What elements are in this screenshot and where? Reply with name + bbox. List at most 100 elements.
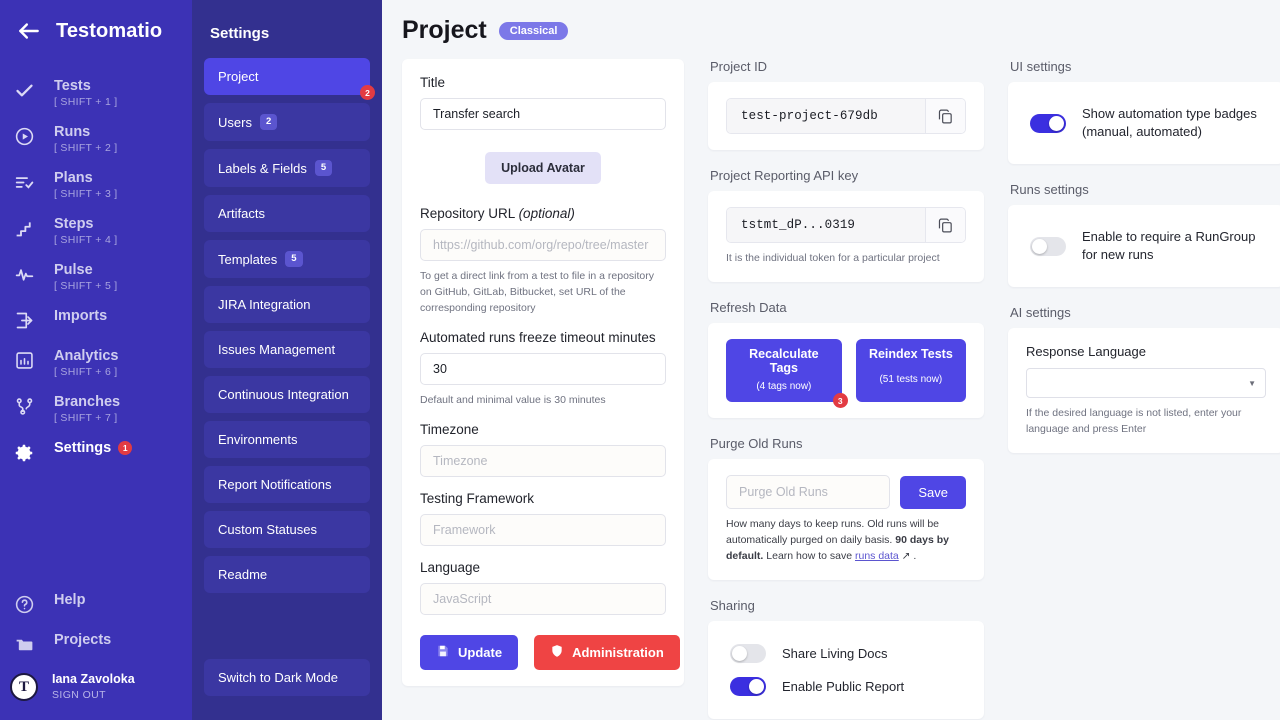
share-living-docs-label: Share Living Docs — [782, 645, 888, 661]
repository-url-label-text: Repository URL — [420, 206, 515, 221]
language-group: Language JavaScript — [420, 560, 666, 615]
folder-icon — [10, 631, 38, 655]
project-type-chip: Classical — [498, 21, 569, 40]
save-button[interactable]: Save — [900, 475, 966, 509]
api-key-hint: It is the individual token for a particu… — [726, 252, 940, 264]
settings-item-project[interactable]: Project 2 — [204, 58, 375, 100]
status-badge: 1 — [118, 441, 133, 455]
sign-out-link[interactable]: SIGN OUT — [52, 689, 106, 701]
settings-item-custom-statuses[interactable]: Custom Statuses — [204, 511, 370, 548]
ai-settings-card: Response Language ▼ If the desired langu… — [1008, 328, 1280, 453]
copy-icon[interactable] — [925, 99, 965, 133]
copy-icon[interactable] — [925, 208, 965, 242]
purge-hint-a: How many days to keep runs. Old runs wil… — [726, 518, 940, 546]
purge-hint-bold: 90 days by default. — [726, 534, 949, 562]
spacer — [204, 601, 370, 659]
share-living-docs-row[interactable]: Share Living Docs — [726, 637, 966, 670]
sidebar-item-imports[interactable]: Imports — [0, 300, 192, 340]
settings-item-users[interactable]: Users 2 — [204, 103, 370, 141]
rungroup-required-row[interactable]: Enable to require a RunGroup for new run… — [1026, 221, 1266, 271]
settings-item-environments[interactable]: Environments — [204, 421, 370, 458]
upload-avatar-button[interactable]: Upload Avatar — [485, 152, 601, 184]
sidebar-item-pulse[interactable]: Pulse [ SHIFT + 5 ] — [0, 254, 192, 300]
back-arrow-icon[interactable] — [16, 18, 42, 44]
settings-item-issues-management[interactable]: Issues Management — [204, 331, 370, 368]
runs-data-link[interactable]: runs data — [854, 550, 899, 562]
reindex-tests-button[interactable]: Reindex Tests (51 tests now) — [855, 339, 966, 402]
sidebar-item-settings[interactable]: Settings 1 — [0, 432, 192, 472]
sidebar-item-shortcut: [ SHIFT + 5 ] — [54, 280, 118, 292]
settings-item-templates[interactable]: Templates 5 — [204, 240, 370, 278]
enable-public-report-row[interactable]: Enable Public Report — [726, 670, 966, 703]
main-content: Project Classical Title Transfer search … — [382, 0, 1280, 720]
settings-item-report-notifications[interactable]: Report Notifications — [204, 466, 370, 503]
settings-item-label: Environments — [218, 432, 298, 447]
sidebar-item-shortcut: [ SHIFT + 4 ] — [54, 234, 118, 246]
settings-sidebar: Settings Project 2 Users 2 Labels & Fiel… — [192, 0, 382, 720]
sidebar-item-analytics[interactable]: Analytics [ SHIFT + 6 ] — [0, 340, 192, 386]
sidebar-item-plans[interactable]: Plans [ SHIFT + 3 ] — [0, 162, 192, 208]
freeze-timeout-group: Automated runs freeze timeout minutes 30… — [420, 330, 666, 408]
form-actions: Update Administration — [420, 635, 680, 670]
sidebar-item-steps[interactable]: Steps [ SHIFT + 4 ] — [0, 208, 192, 254]
runs-settings-card: Enable to require a RunGroup for new run… — [1008, 205, 1280, 287]
recalculate-tags-label: Recalculate Tags — [749, 347, 819, 375]
timezone-group: Timezone Timezone — [420, 422, 666, 477]
user-account[interactable]: T Iana Zavoloka SIGN OUT — [0, 664, 192, 708]
sidebar-item-projects[interactable]: Projects — [0, 624, 192, 664]
recalculate-tags-button[interactable]: Recalculate Tags (4 tags now) 3 — [726, 339, 848, 408]
settings-item-label: Labels & Fields — [218, 160, 307, 176]
response-language-select[interactable]: ▼ — [1026, 368, 1266, 398]
sidebar-item-shortcut: [ SHIFT + 2 ] — [54, 142, 118, 154]
response-language-label: Response Language — [1026, 344, 1146, 359]
timezone-input[interactable]: Timezone — [420, 445, 666, 477]
refresh-data-section-label: Refresh Data — [710, 300, 787, 315]
list-check-icon — [10, 169, 38, 193]
language-input[interactable]: JavaScript — [420, 583, 666, 615]
settings-item-artifacts[interactable]: Artifacts — [204, 195, 370, 232]
update-button[interactable]: Update — [420, 635, 519, 670]
repository-url-input[interactable]: https://github.com/org/repo/tree/master — [420, 229, 666, 261]
purge-input[interactable]: Purge Old Runs — [726, 475, 891, 509]
pulse-icon — [10, 261, 38, 285]
settings-item-label: Readme — [218, 567, 268, 582]
settings-item-labels-fields[interactable]: Labels & Fields 5 — [204, 149, 370, 187]
sidebar-item-tests[interactable]: Tests [ SHIFT + 1 ] — [0, 70, 192, 116]
sidebar-header: Testomatio — [0, 0, 192, 62]
automation-badges-row[interactable]: Show automation type badges (manual, aut… — [1026, 98, 1266, 148]
primary-sidebar: Testomatio Tests [ SHIFT + 1 ] Runs [ SH… — [0, 0, 192, 720]
enable-public-report-label: Enable Public Report — [782, 678, 905, 694]
branch-icon — [10, 393, 38, 417]
sidebar-item-branches[interactable]: Branches [ SHIFT + 7 ] — [0, 386, 192, 432]
sharing-section-label: Sharing — [710, 598, 755, 613]
reindex-tests-label: Reindex Tests — [868, 347, 953, 361]
administration-button[interactable]: Administration — [534, 635, 680, 670]
stairs-icon — [10, 215, 38, 239]
enable-public-report-toggle[interactable] — [730, 677, 766, 696]
sidebar-item-shortcut: [ SHIFT + 7 ] — [54, 412, 118, 424]
settings-item-label: Custom Statuses — [218, 522, 317, 537]
dark-mode-label: Switch to Dark Mode — [218, 670, 338, 685]
settings-columns: Title Transfer search Upload Avatar Repo… — [382, 59, 1280, 719]
settings-item-jira-integration[interactable]: JIRA Integration — [204, 286, 370, 323]
share-living-docs-toggle[interactable] — [730, 644, 766, 663]
settings-item-label: Templates — [218, 251, 278, 267]
automation-badges-toggle[interactable] — [1030, 113, 1066, 133]
user-name: Iana Zavoloka — [52, 672, 135, 686]
purge-hint-b: Learn how to save — [763, 550, 855, 562]
sidebar-item-label: Branches — [54, 394, 121, 410]
dark-mode-toggle-button[interactable]: Switch to Dark Mode — [204, 659, 370, 696]
title-input[interactable]: Transfer search — [420, 98, 666, 130]
settings-item-continuous-integration[interactable]: Continuous Integration — [204, 376, 370, 413]
repository-url-group: Repository URL (optional) https://github… — [420, 206, 666, 316]
freeze-timeout-input[interactable]: 30 — [420, 353, 666, 385]
sidebar-item-help[interactable]: Help — [0, 584, 192, 624]
page-header: Project Classical — [382, 16, 1280, 59]
settings-item-readme[interactable]: Readme — [204, 556, 370, 593]
sidebar-item-label: Help — [54, 592, 86, 608]
sidebar-item-runs[interactable]: Runs [ SHIFT + 2 ] — [0, 116, 192, 162]
framework-input[interactable]: Framework — [420, 514, 666, 546]
rungroup-required-toggle[interactable] — [1030, 236, 1066, 256]
toggle-knob — [749, 679, 764, 694]
